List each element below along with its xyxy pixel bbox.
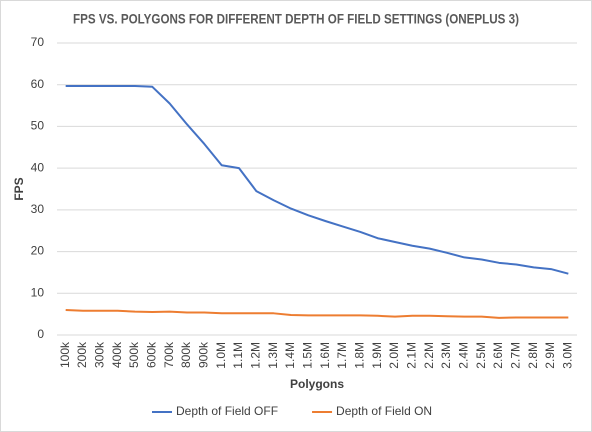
x-tick-label: 100k (58, 341, 72, 368)
x-tick-label: 1.8M (353, 342, 367, 369)
x-tick-label: 1.2M (249, 342, 263, 369)
x-tick-label: 600k (145, 341, 159, 368)
x-tick-label: 2.9M (543, 342, 557, 369)
x-tick-label: 2.4M (457, 342, 471, 369)
x-tick-label: 1.6M (318, 342, 332, 369)
x-tick-label: 1.0M (214, 342, 228, 369)
y-tick-label: 10 (31, 285, 45, 299)
line-series (65, 84, 569, 275)
x-tick-label: 500k (127, 341, 141, 368)
x-tick-label: 700k (162, 341, 176, 368)
x-tick-label: 1.4M (283, 342, 297, 369)
x-tick-label: 2.5M (474, 342, 488, 369)
x-tick-label: 800k (179, 341, 193, 368)
legend-label: Depth of Field ON (336, 404, 432, 418)
line-series (65, 308, 569, 319)
x-tick-label: 200k (75, 341, 89, 368)
x-tick-label: 2.1M (405, 342, 419, 369)
y-tick-label: 50 (31, 119, 45, 133)
x-tick-label: 2.8M (526, 342, 540, 369)
x-tick-label: 1.1M (231, 342, 245, 369)
chart-title: FPS VS. POLYGONS FOR DIFFERENT DEPTH OF … (73, 11, 519, 27)
x-tick-label: 2.0M (387, 342, 401, 369)
y-tick-label: 40 (31, 160, 45, 174)
x-tick-label: 1.3M (266, 342, 280, 369)
x-tick-label: 1.7M (335, 342, 349, 369)
y-tick-label: 30 (31, 202, 45, 216)
x-tick-label: 3.0M (561, 342, 575, 369)
x-tick-label: 1.9M (370, 342, 384, 369)
x-axis-title: Polygons (290, 377, 344, 391)
y-tick-label: 70 (31, 35, 45, 49)
x-tick-label: 400k (110, 341, 124, 368)
x-tick-label: 900k (197, 341, 211, 368)
x-tick-label: 1.5M (301, 342, 315, 369)
x-tick-label: 300k (93, 341, 107, 368)
y-axis-title: FPS (12, 177, 26, 200)
y-tick-label: 20 (31, 244, 45, 258)
legend-label: Depth of Field OFF (176, 404, 278, 418)
x-tick-label: 2.3M (439, 342, 453, 369)
x-tick-label: 2.2M (422, 342, 436, 369)
x-tick-label: 2.7M (509, 342, 523, 369)
x-tick-label: 2.6M (491, 342, 505, 369)
y-tick-label: 0 (37, 327, 44, 341)
y-tick-label: 60 (31, 77, 45, 91)
